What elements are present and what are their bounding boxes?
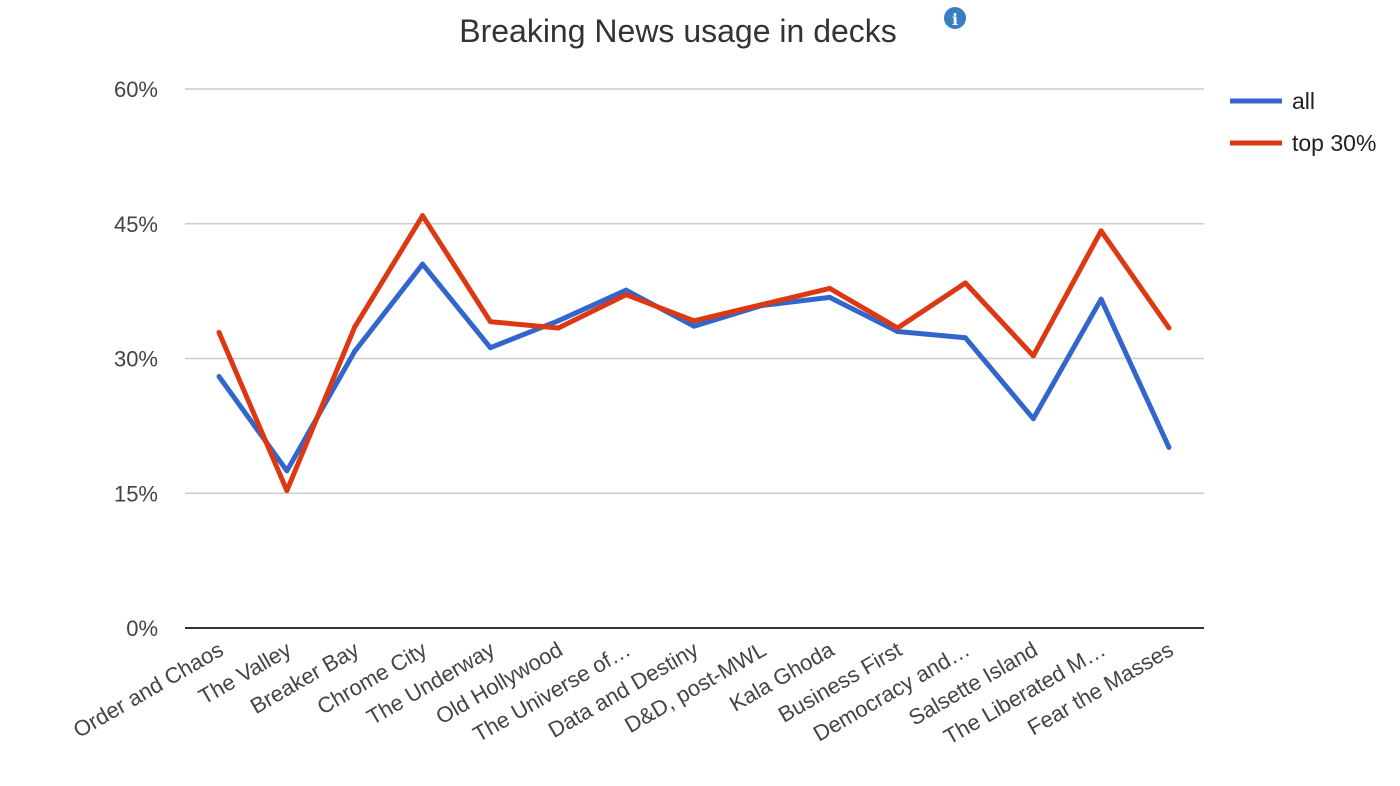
data-point: [1098, 296, 1104, 302]
data-point: [216, 373, 222, 379]
data-point: [759, 302, 765, 308]
y-tick-label: 15%: [114, 481, 158, 506]
data-point: [216, 329, 222, 335]
series-lines: [216, 213, 1172, 494]
data-point: [555, 318, 561, 324]
legend: all top 30%: [1230, 88, 1376, 156]
data-point: [962, 335, 968, 341]
data-point: [1166, 325, 1172, 331]
data-point: [623, 287, 629, 293]
data-point: [1030, 353, 1036, 359]
data-point: [691, 323, 697, 329]
data-point: [487, 345, 493, 351]
data-point: [895, 325, 901, 331]
data-point: [420, 261, 426, 267]
data-point: [827, 294, 833, 300]
data-point: [623, 292, 629, 298]
gridlines: [185, 88, 1204, 629]
data-point: [1098, 228, 1104, 234]
data-point: [420, 213, 426, 219]
data-point: [962, 280, 968, 286]
legend-label: top 30%: [1292, 130, 1376, 156]
data-point: [487, 319, 493, 325]
info-icon[interactable]: i: [944, 7, 966, 29]
info-icon-glyph: i: [952, 10, 958, 29]
y-tick-label: 0%: [126, 616, 158, 641]
data-point: [352, 348, 358, 354]
data-point: [1030, 416, 1036, 422]
data-point: [555, 325, 561, 331]
chart-title: Breaking News usage in decks: [459, 13, 897, 49]
series-line-0: [216, 261, 1172, 474]
legend-label: all: [1292, 88, 1315, 114]
y-axis-ticks: 0% 15% 30% 45% 60%: [114, 77, 158, 641]
y-tick-label: 45%: [114, 212, 158, 237]
data-point: [895, 329, 901, 335]
data-point: [284, 488, 290, 494]
data-point: [352, 324, 358, 330]
data-point: [284, 468, 290, 474]
data-point: [827, 285, 833, 291]
series-line-1: [216, 213, 1172, 494]
data-point: [1166, 444, 1172, 450]
data-point: [691, 318, 697, 324]
y-tick-label: 30%: [114, 347, 158, 372]
y-tick-label: 60%: [114, 77, 158, 102]
